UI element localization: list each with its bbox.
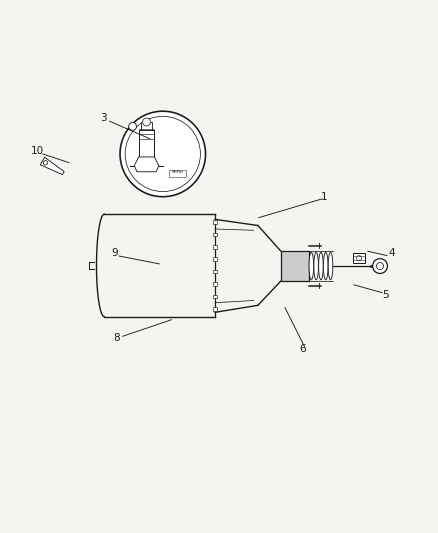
- Polygon shape: [134, 157, 159, 172]
- Text: 10: 10: [31, 146, 44, 156]
- Ellipse shape: [318, 252, 322, 280]
- Bar: [212, 295, 217, 298]
- Bar: [212, 307, 217, 311]
- Text: 5: 5: [381, 290, 388, 300]
- Text: 8: 8: [113, 334, 120, 343]
- Bar: [212, 220, 217, 224]
- Text: 4: 4: [388, 248, 394, 259]
- Text: MoPar: MoPar: [171, 170, 184, 174]
- Ellipse shape: [323, 252, 327, 280]
- Bar: [212, 233, 217, 236]
- FancyBboxPatch shape: [138, 130, 154, 157]
- Bar: [212, 282, 217, 286]
- Ellipse shape: [308, 252, 313, 280]
- Circle shape: [43, 160, 48, 165]
- Text: 3: 3: [100, 113, 107, 123]
- FancyBboxPatch shape: [141, 122, 152, 130]
- FancyBboxPatch shape: [352, 253, 364, 263]
- Bar: [280, 251, 308, 281]
- Ellipse shape: [313, 252, 318, 280]
- Bar: [212, 245, 217, 248]
- Circle shape: [128, 123, 136, 131]
- Text: 6: 6: [298, 344, 305, 354]
- Circle shape: [120, 111, 205, 197]
- Circle shape: [372, 259, 387, 273]
- Bar: [212, 257, 217, 261]
- Text: 9: 9: [111, 248, 118, 259]
- Ellipse shape: [328, 252, 332, 280]
- Polygon shape: [40, 157, 64, 174]
- Circle shape: [376, 263, 383, 270]
- Circle shape: [142, 118, 150, 126]
- Bar: [212, 270, 217, 273]
- Circle shape: [356, 256, 361, 261]
- Text: 1: 1: [320, 192, 327, 201]
